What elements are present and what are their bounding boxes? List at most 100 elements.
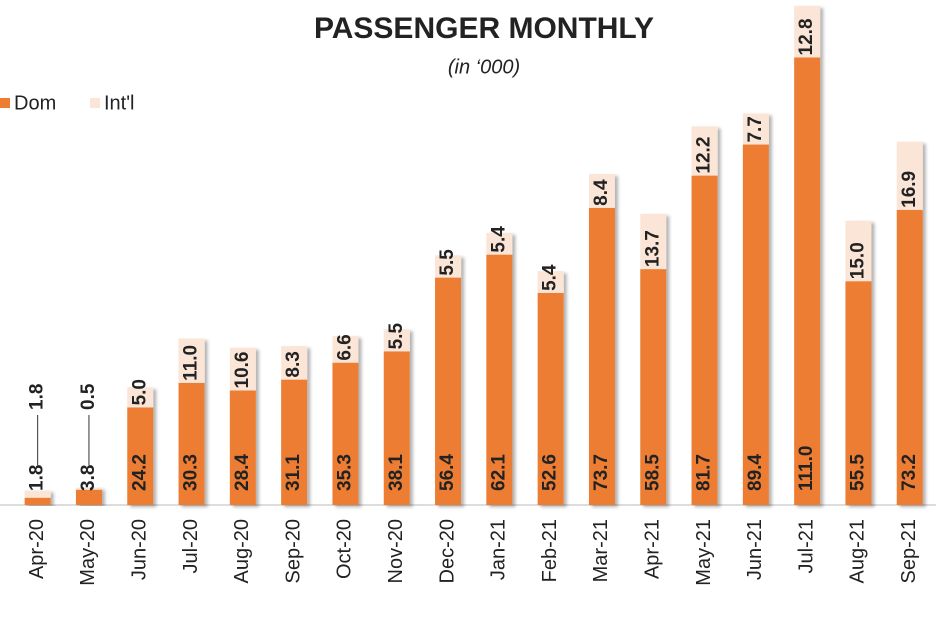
bar-segment [332,362,359,505]
chart-subtitle: (in ‘000) [448,56,520,78]
bar-segment [742,113,769,145]
value-label: 8.4 [591,179,612,206]
bar-segment [794,57,821,505]
value-label: 7.7 [745,116,766,142]
x-tick-label: Jul-20 [180,519,202,573]
legend-label: Dom [14,92,56,114]
value-label: 12.8 [796,18,817,55]
x-tick-label: Oct-20 [334,519,356,579]
value-label: 1.8 [27,384,48,410]
value-label: 35.3 [334,454,355,491]
value-label: 6.6 [334,334,355,360]
bar-segment [75,487,102,490]
x-tick-label: Mar-21 [590,519,612,582]
x-tick-label: May-20 [77,519,99,586]
value-label: 5.5 [386,323,407,350]
x-tick-label: Jun-20 [129,519,151,580]
bar-stack [435,255,462,505]
bar-stack [691,126,718,505]
value-label: 81.7 [694,454,715,491]
value-label: 55.5 [847,454,868,491]
bar-segment [281,379,308,505]
bar-segment [178,338,205,383]
value-label: 73.2 [899,454,920,491]
bar-segment [640,269,667,505]
value-label: 3.8 [78,465,99,491]
bar-segment [24,490,51,498]
x-tick-label: Sep-20 [282,519,304,584]
bar-stack [845,220,872,505]
value-label: 89.4 [745,454,766,491]
bar-segment [486,232,513,255]
bar-segment [537,271,564,293]
bar-segment [742,144,769,506]
bar-segment [435,255,462,278]
bar-segment [845,220,872,282]
bar-segment [75,489,102,505]
bar-segment [896,141,923,210]
bar-stack [537,271,564,505]
bar-stack [178,338,205,505]
bar-segment [588,207,615,505]
value-label: 73.7 [591,454,612,491]
bar-stack [640,213,667,505]
value-label: 24.2 [129,454,150,491]
x-tick-label: Dec-20 [436,519,458,583]
bar-segment [691,175,718,505]
bar-segment [383,329,410,352]
bar-segment [127,387,154,408]
legend-swatch [0,98,10,108]
value-label: 1.8 [27,465,48,491]
x-tick-label: Feb-21 [539,519,561,582]
chart-title: PASSENGER MONTHLY [314,12,654,45]
legend-label: Int'l [104,92,135,114]
bar-segment [435,277,462,505]
x-tick-label: May-21 [693,519,715,586]
bar-stack [383,329,410,505]
value-label: 8.3 [283,351,304,377]
bar-stack [332,336,359,505]
bar-segment [281,346,308,380]
bar-segment [640,213,667,270]
legend-swatch [90,98,100,108]
bar-segment [383,351,410,505]
x-tick-label: Apr-20 [26,519,48,579]
value-label: 38.1 [386,454,407,491]
value-label: 31.1 [283,454,304,491]
bar-stack [486,232,513,505]
bar-stack [127,387,154,505]
bar-segment [845,281,872,505]
value-label: 58.5 [642,454,663,491]
bar-segment [178,382,205,505]
bar-stack [24,490,51,505]
x-tick-label: Nov-20 [385,519,407,583]
x-tick-label: Apr-21 [642,519,664,579]
bar-segment [332,336,359,363]
value-label: 12.2 [694,137,715,174]
bar-stack [896,141,923,505]
value-label: 0.5 [78,383,99,410]
bar-segment [24,497,51,505]
value-label: 52.6 [540,454,561,491]
value-label: 5.4 [488,226,509,253]
bar-stack [794,5,821,505]
bar-segment [537,292,564,505]
value-label: 5.0 [129,379,150,405]
value-label: 56.4 [437,454,458,491]
bar-segment [896,209,923,505]
x-tick-label: Sep-21 [898,519,920,584]
value-label: 111.0 [796,446,817,491]
bar-stack [281,346,308,505]
x-tick-label: Jan-21 [488,519,510,580]
bar-segment [229,390,256,505]
bar-stack [588,173,615,505]
value-label: 5.4 [540,264,561,291]
value-label: 16.9 [899,171,920,208]
x-tick-label: Aug-21 [847,519,869,584]
value-label: 30.3 [181,454,202,491]
bar-segment [127,407,154,505]
value-label: 13.7 [642,230,663,267]
x-tick-label: Jun-21 [744,519,766,580]
bar-segment [588,173,615,208]
